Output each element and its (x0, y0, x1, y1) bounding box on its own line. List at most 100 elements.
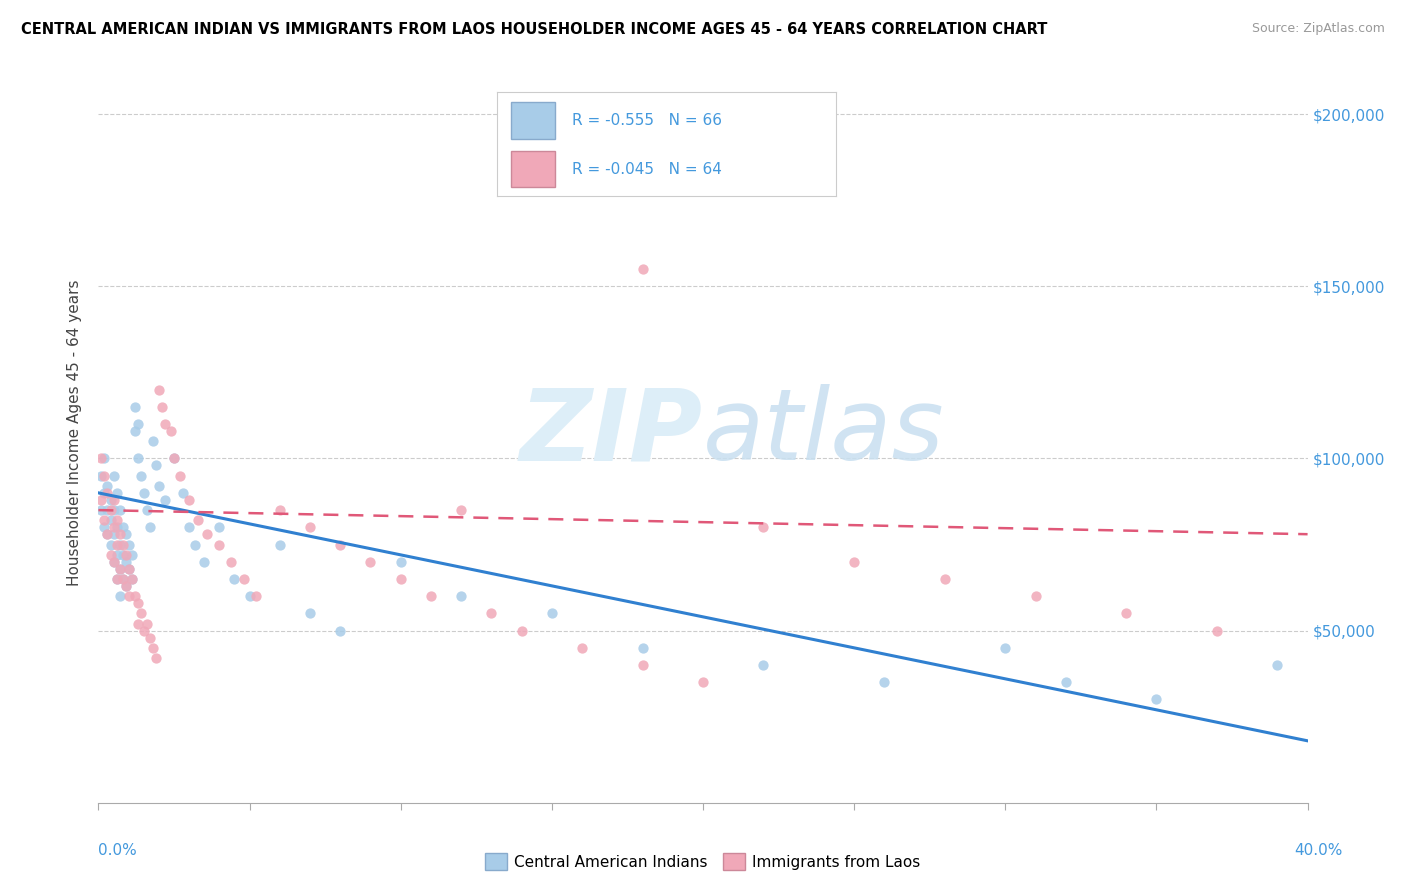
Point (153, 417, 176, 431)
Point (105, 548, 128, 562)
Point (93, 451, 115, 466)
Point (934, 572, 956, 586)
Point (93, 513, 115, 527)
Point (153, 492, 176, 507)
Point (93, 468, 115, 483)
Point (245, 589, 267, 603)
Point (208, 537, 231, 551)
Point (90, 503, 112, 517)
Text: 40.0%: 40.0% (1295, 843, 1343, 858)
Point (540, 607, 562, 621)
Point (135, 503, 157, 517)
Point (184, 537, 207, 551)
Point (329, 624, 352, 638)
Point (692, 675, 714, 690)
Text: Source: ZipAtlas.com: Source: ZipAtlas.com (1251, 22, 1385, 36)
Point (132, 624, 155, 638)
Point (124, 400, 146, 414)
Point (111, 548, 134, 562)
Point (124, 424, 146, 438)
Point (1054, 675, 1077, 690)
Point (239, 589, 262, 603)
Point (127, 417, 149, 431)
Point (108, 503, 131, 517)
Point (105, 520, 128, 534)
Point (187, 513, 209, 527)
Point (221, 555, 243, 569)
Point (111, 520, 134, 534)
Point (139, 520, 162, 534)
Point (179, 520, 201, 534)
Point (111, 537, 134, 551)
Point (224, 572, 246, 586)
Point (103, 503, 125, 517)
Text: CENTRAL AMERICAN INDIAN VS IMMIGRANTS FROM LAOS HOUSEHOLDER INCOME AGES 45 - 64 : CENTRAL AMERICAN INDIAN VS IMMIGRANTS FR… (21, 22, 1047, 37)
Point (114, 555, 136, 569)
Point (132, 486, 155, 500)
Text: atlas: atlas (703, 384, 945, 481)
Point (96, 527, 118, 541)
Point (121, 548, 143, 562)
Point (360, 555, 382, 569)
Point (631, 262, 654, 277)
Point (108, 527, 131, 541)
Point (232, 572, 254, 586)
Point (269, 537, 291, 551)
Point (160, 424, 183, 438)
Point (163, 451, 186, 466)
Point (118, 561, 141, 575)
Point (100, 503, 122, 517)
Point (631, 640, 654, 655)
Point (299, 607, 322, 621)
Point (329, 537, 352, 551)
Point (389, 555, 412, 569)
Point (114, 579, 136, 593)
Point (148, 383, 170, 397)
Point (269, 503, 291, 517)
Point (103, 527, 125, 541)
Point (100, 548, 122, 562)
Point (1206, 624, 1229, 638)
Point (96, 479, 118, 493)
Point (142, 640, 165, 655)
Point (100, 537, 122, 551)
Point (105, 572, 128, 586)
Point (105, 537, 128, 551)
Point (510, 624, 533, 638)
Point (90, 492, 112, 507)
Point (1144, 692, 1167, 706)
Point (90, 468, 112, 483)
Point (1115, 607, 1137, 621)
Point (114, 579, 136, 593)
Point (111, 572, 134, 586)
Point (121, 572, 143, 586)
Point (179, 492, 201, 507)
Point (450, 589, 472, 603)
Point (121, 572, 143, 586)
Point (114, 527, 136, 541)
Point (208, 520, 231, 534)
Point (96, 503, 118, 517)
Point (127, 451, 149, 466)
Point (96, 486, 118, 500)
Point (105, 486, 128, 500)
Point (150, 400, 173, 414)
Point (105, 513, 128, 527)
Point (1267, 658, 1289, 673)
Point (100, 492, 122, 507)
Point (105, 572, 128, 586)
Point (195, 527, 218, 541)
Text: 0.0%: 0.0% (98, 843, 138, 858)
Point (103, 468, 125, 483)
Point (114, 548, 136, 562)
Point (108, 561, 131, 575)
Point (142, 434, 165, 449)
Point (108, 589, 131, 603)
Point (450, 503, 472, 517)
Point (96, 527, 118, 541)
Point (118, 561, 141, 575)
Text: ZIP: ZIP (520, 384, 703, 481)
Point (103, 555, 125, 569)
Point (193, 555, 215, 569)
Point (1024, 589, 1046, 603)
